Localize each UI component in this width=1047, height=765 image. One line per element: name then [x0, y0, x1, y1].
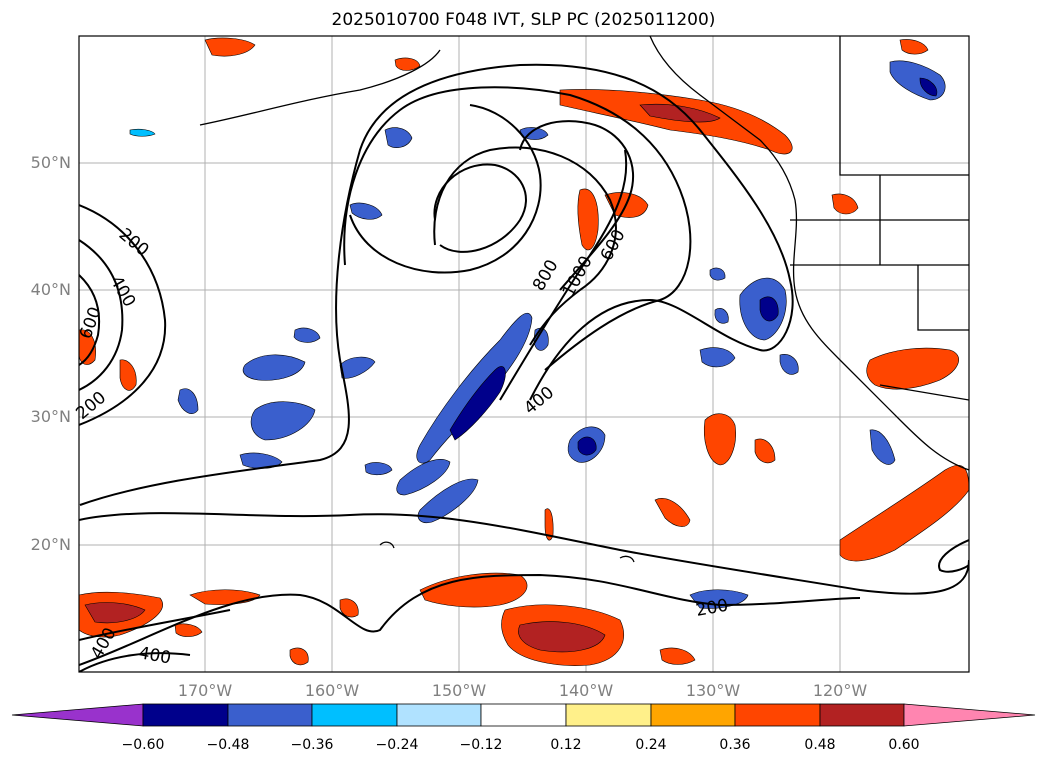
contour-200-south	[79, 573, 861, 666]
colorbar-tick-label: 0.12	[550, 737, 582, 753]
colorbar-bin	[227, 703, 313, 727]
contour-600-main	[343, 86, 692, 371]
colorbar-extend-low	[11, 703, 144, 727]
colorbar-extend-high	[903, 703, 1036, 727]
contour-200-outer	[79, 512, 969, 595]
coastlines	[199, 36, 969, 563]
map-title: 2025010700 F048 IVT, SLP PC (2025011200)	[331, 10, 716, 30]
contour-600-left	[79, 274, 101, 366]
colorbar-tick-label: 0.60	[888, 737, 920, 753]
contour-right-edge	[938, 539, 969, 573]
contour-400-main	[79, 63, 794, 506]
map-panel: 200 400 600 800 1000 600 400 200 400 200…	[72, 35, 970, 673]
lat-label-30n: 30°N	[30, 407, 71, 426]
colorbar-bin	[142, 703, 229, 727]
lat-label-50n: 50°N	[30, 153, 71, 172]
positive-ivt-anomalies	[79, 37, 969, 666]
colorbar-tick-label: −0.24	[375, 737, 419, 753]
lon-label-140w: 140°W	[558, 681, 614, 700]
map-frame	[78, 35, 970, 673]
colorbar-bin	[396, 703, 482, 727]
contour-400-lowleft	[79, 652, 191, 672]
colorbar-tick-label: 0.36	[719, 737, 751, 753]
colorbar-tick-label: −0.36	[290, 737, 334, 753]
slp-contours	[79, 63, 969, 672]
gridlines	[79, 36, 969, 672]
colorbar-bin	[650, 703, 736, 727]
lat-label-20n: 20°N	[30, 535, 71, 554]
contour-400-south	[79, 609, 231, 641]
colorbar-tick-label: 0.48	[804, 737, 836, 753]
colorbar-bin	[565, 703, 652, 727]
lat-label-40n: 40°N	[30, 280, 71, 299]
colorbar-tick-label: −0.12	[459, 737, 503, 753]
colorbar	[11, 703, 1036, 727]
lon-label-170w: 170°W	[177, 681, 233, 700]
colorbar-tick-label: −0.48	[206, 737, 250, 753]
contour-400-left	[79, 239, 124, 391]
map-background	[79, 36, 969, 672]
colorbar-tick-label: −0.60	[121, 737, 165, 753]
lon-label-120w: 120°W	[812, 681, 868, 700]
contour-swirl-inner	[433, 163, 527, 253]
colorbar-bin	[311, 703, 398, 727]
colorbar-tick-label: 0.24	[635, 737, 667, 753]
negative-ivt-anomalies	[129, 60, 946, 609]
colorbar-bin	[819, 703, 905, 727]
contour-800-mid	[499, 149, 628, 401]
lon-label-160w: 160°W	[304, 681, 360, 700]
lon-label-130w: 130°W	[685, 681, 741, 700]
contour-200-left	[79, 204, 167, 426]
contour-1000-inner	[519, 120, 635, 291]
contour-800-inner	[433, 146, 617, 346]
colorbar-bin	[734, 703, 821, 727]
colorbar-bin	[480, 703, 567, 727]
contour-swirl-mid	[349, 104, 542, 274]
lon-label-150w: 150°W	[431, 681, 487, 700]
